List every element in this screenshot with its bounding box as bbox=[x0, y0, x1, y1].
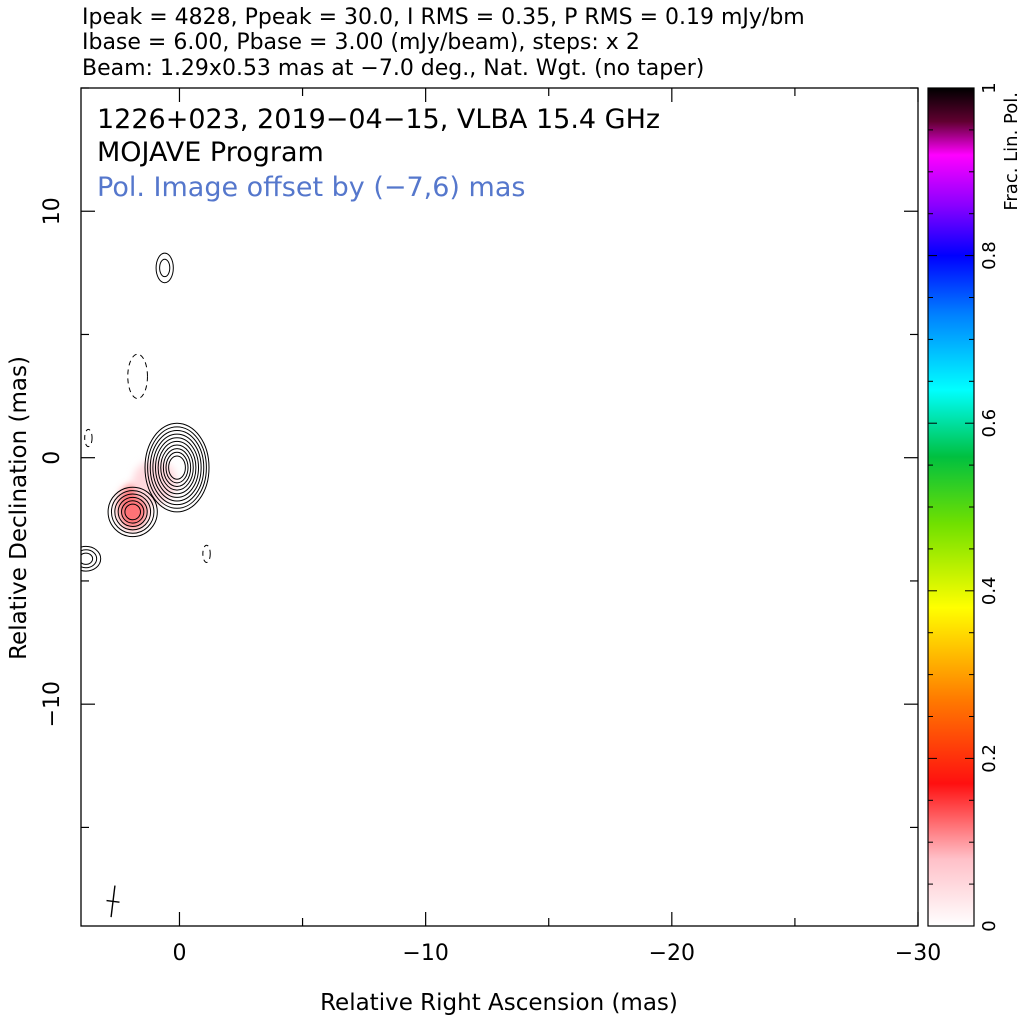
intensity-contour bbox=[121, 500, 145, 524]
plot-frame bbox=[80, 87, 919, 927]
program-label: MOJAVE Program bbox=[97, 137, 324, 168]
x-tick-label: −30 bbox=[895, 941, 941, 966]
total-intensity-contours bbox=[29, 252, 211, 645]
intensity-contour bbox=[107, 486, 158, 538]
intensity-contour bbox=[159, 258, 171, 278]
intensity-contour bbox=[155, 252, 174, 284]
beam-marker bbox=[106, 885, 120, 918]
intensity-contour bbox=[144, 422, 210, 513]
intensity-contour bbox=[124, 503, 141, 521]
header-line-3: Beam: 1.29x0.53 mas at −7.0 deg., Nat. W… bbox=[82, 56, 704, 81]
y-tick-label: 0 bbox=[40, 451, 65, 465]
negative-intensity-contour bbox=[202, 544, 211, 563]
offset-label: Pol. Image offset by (−7,6) mas bbox=[97, 172, 525, 203]
intensity-contour bbox=[114, 493, 152, 531]
x-tick-label: 0 bbox=[172, 941, 186, 966]
colorbar-tick-label: 0 bbox=[979, 920, 1000, 931]
intensity-contour bbox=[29, 626, 49, 645]
header-line-2: Ibase = 6.00, Pbase = 3.00 (mJy/beam), s… bbox=[82, 30, 640, 55]
intensity-contour bbox=[110, 490, 155, 534]
evpa-vectors bbox=[0, 293, 15, 337]
x-axis-label: Relative Right Ascension (mas) bbox=[320, 990, 678, 1016]
intensity-contour bbox=[162, 448, 192, 487]
colorbar-tick-label: 1 bbox=[979, 82, 1000, 93]
negative-intensity-contour bbox=[127, 353, 148, 400]
colorbar-tick-label: 0.2 bbox=[979, 744, 1000, 773]
source-label: 1226+023, 2019−04−15, VLBA 15.4 GHz bbox=[97, 104, 660, 135]
intensity-contour bbox=[81, 549, 98, 569]
polarized-intensity-contour bbox=[0, 288, 18, 341]
y-tick-label: −10 bbox=[40, 681, 65, 727]
axis-ticks: 0 −10 −20 −30 10 0 −10 bbox=[40, 87, 941, 966]
colorbar bbox=[927, 87, 975, 927]
intensity-contour bbox=[157, 440, 197, 495]
intensity-contour bbox=[165, 451, 189, 484]
x-tick-label: −20 bbox=[649, 941, 695, 966]
beam-minor-axis bbox=[106, 899, 120, 903]
x-tick-label: −10 bbox=[402, 941, 448, 966]
colorbar-label: Frac. Lin. Pol. bbox=[1001, 92, 1022, 211]
colorbar-ticks: 0 0.2 0.4 0.6 0.8 1 bbox=[928, 82, 1000, 932]
intensity-contour bbox=[168, 455, 186, 480]
intensity-contour bbox=[117, 496, 148, 527]
intensity-contour bbox=[81, 552, 94, 565]
negative-intensity-contour bbox=[84, 428, 93, 448]
intensity-contour bbox=[149, 429, 205, 506]
intensity-contour bbox=[160, 444, 194, 491]
colorbar-tick-label: 0.8 bbox=[979, 241, 1000, 270]
y-tick-label: 10 bbox=[40, 197, 65, 225]
intensity-contour bbox=[147, 426, 207, 509]
intensity-contour bbox=[152, 433, 202, 502]
header-line-1: Ipeak = 4828, Ppeak = 30.0, I RMS = 0.35… bbox=[82, 5, 805, 30]
intensity-contour bbox=[81, 545, 102, 572]
y-axis-label: Relative Declination (mas) bbox=[6, 356, 32, 660]
plot-area bbox=[0, 252, 211, 645]
intensity-contour bbox=[155, 437, 200, 498]
colorbar-tick-label: 0.6 bbox=[979, 409, 1000, 438]
colorbar-tick-label: 0.4 bbox=[979, 576, 1000, 605]
